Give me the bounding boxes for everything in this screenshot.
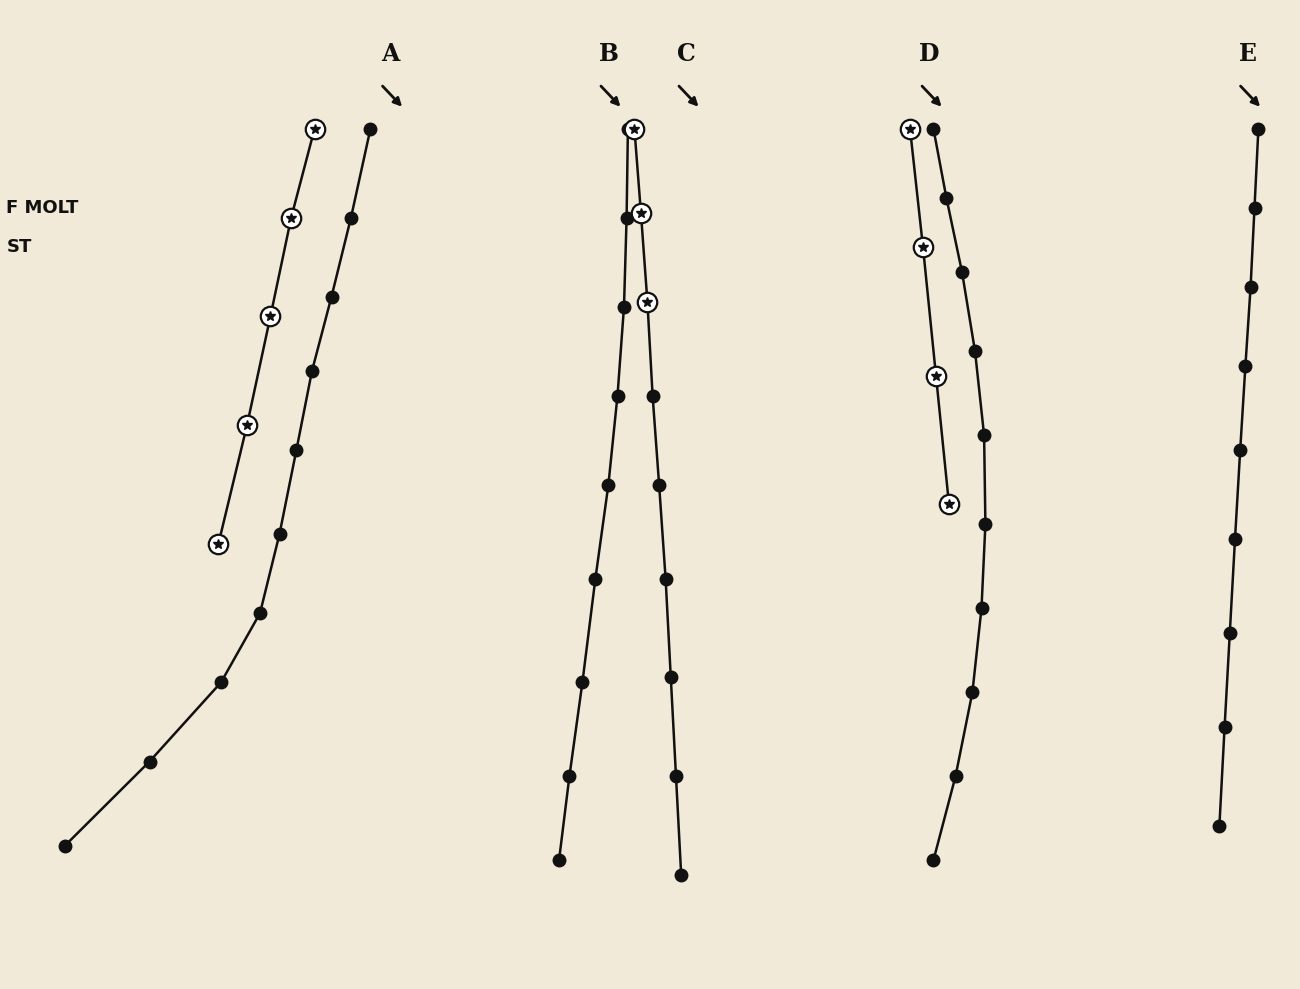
- Text: D: D: [919, 43, 940, 66]
- Text: B: B: [598, 43, 619, 66]
- Text: C: C: [677, 43, 696, 66]
- Text: ST: ST: [6, 238, 32, 256]
- Text: A: A: [381, 43, 399, 66]
- Text: F MOLT: F MOLT: [6, 199, 79, 217]
- Text: E: E: [1239, 43, 1257, 66]
